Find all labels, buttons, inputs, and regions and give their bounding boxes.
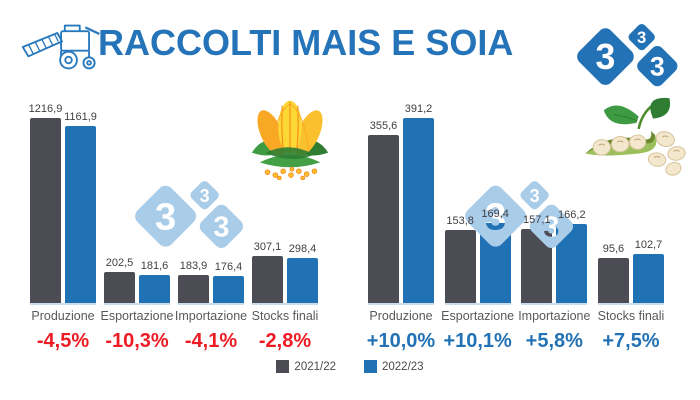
bar-2021-22: 95,6	[597, 243, 629, 303]
bar-2022-23: 1161,9	[64, 111, 97, 303]
category-label: Produzione	[31, 309, 95, 323]
pct-change-label: -4,1%	[184, 330, 238, 352]
bar-2021-22: 355,6	[368, 120, 399, 303]
pct-change-label: -10,3%	[105, 330, 169, 352]
bar-group-mais-0: 1216,9 1161,9 Produzione -4,5%	[28, 103, 98, 353]
chart-soia: 355,6 391,2 Produzione +10,0% 153,8 169,4 Espo…	[366, 103, 666, 353]
bar-2022-23: 391,2	[403, 103, 434, 303]
corn-illustration	[251, 100, 329, 180]
category-label: Esportazione	[441, 309, 515, 323]
category-label: Importazione	[518, 309, 591, 323]
watermark-333-left: 3 3 3	[132, 168, 252, 262]
page-title: RACCOLTI MAIS E SOIA	[98, 22, 514, 63]
logo-digit: 3	[596, 37, 616, 77]
bar-2022-23: 181,6	[139, 260, 170, 303]
bar-value-label: 298,4	[288, 243, 317, 255]
bar-value-label: 157,1	[523, 214, 551, 226]
bar-value-label: 355,6	[369, 120, 398, 132]
logo-digit: 3	[650, 52, 665, 82]
bar-2021-22: 202,5	[104, 257, 135, 303]
bar-pair: 202,5 181,6	[104, 257, 170, 305]
bar-value-label: 391,2	[404, 103, 433, 115]
bar-pair: 95,6 102,7	[597, 239, 664, 305]
bar-pair: 307,1 298,4	[252, 241, 318, 305]
bar-2022-23: 176,4	[213, 261, 244, 303]
logo-digit: 3	[637, 28, 646, 47]
pct-change-label: -4,5%	[36, 330, 90, 352]
bar-value-label: 176,4	[214, 261, 243, 273]
bar-value-label: 102,7	[634, 239, 663, 251]
category-label: Importazione	[174, 309, 248, 323]
bar-value-label: 181,6	[140, 260, 169, 272]
bar-group-mais-3: 307,1 298,4 Stocks finali -2,8%	[250, 241, 320, 353]
pct-change-label: +10,0%	[366, 330, 436, 352]
bar-value-label: 153,8	[446, 215, 474, 227]
chart-legend: 2021/22 2022/23	[0, 360, 700, 373]
bar-pair: 183,9 176,4	[178, 260, 244, 305]
bar-group-mais-2: 183,9 176,4 Importazione -4,1%	[174, 260, 248, 353]
legend-swatch	[276, 360, 290, 373]
pct-change-label: +7,5%	[602, 330, 660, 352]
bar-value-label: 166,2	[558, 209, 586, 221]
bar-value-label: 307,1	[253, 241, 282, 253]
pct-change-label: +5,8%	[525, 330, 583, 352]
bar-pair: 355,6 391,2	[368, 103, 434, 305]
bar-2021-22: 183,9	[178, 260, 209, 303]
bar-2021-22: 1216,9	[29, 103, 62, 303]
legend-label: 2022/23	[382, 360, 424, 373]
bar-2022-23: 298,4	[287, 243, 318, 303]
legend-item-0: 2021/22	[276, 360, 336, 373]
bar-2022-23: 102,7	[632, 239, 664, 303]
bar-groups-soia: 355,6 391,2 Produzione +10,0% 153,8 169,4 Espo…	[366, 103, 666, 353]
bar-value-label: 1216,9	[28, 103, 63, 115]
legend-swatch	[364, 360, 377, 373]
bar-value-label: 183,9	[179, 260, 208, 272]
bar-value-label: 202,5	[105, 257, 134, 269]
category-label: Produzione	[369, 309, 433, 323]
category-label: Stocks finali	[251, 309, 319, 323]
bar-2021-22: 307,1	[252, 241, 283, 303]
category-label: Esportazione	[100, 309, 174, 323]
bar-value-label: 95,6	[602, 243, 625, 255]
brand-333-logo: 3 3 3	[577, 23, 678, 87]
pct-change-label: -2,8%	[258, 330, 312, 352]
bar-groups-mais: 1216,9 1161,9 Produzione -4,5% 202,5 181,6 Esp…	[28, 103, 320, 353]
bar-value-label: 1161,9	[64, 111, 97, 123]
bar-group-mais-1: 202,5 181,6 Esportazione -10,3%	[100, 257, 174, 353]
bar-group-soia-3: 95,6 102,7 Stocks finali +7,5%	[596, 239, 666, 353]
legend-item-1: 2022/23	[364, 360, 424, 373]
watermark-333-right: 3 3 3	[462, 168, 582, 262]
chart-mais: 1216,9 1161,9 Produzione -4,5% 202,5 181,6 Esp…	[28, 103, 320, 353]
pct-change-label: +10,1%	[443, 330, 512, 352]
soybean-illustration	[585, 97, 686, 176]
harvester-icon	[21, 24, 100, 70]
bar-group-soia-0: 355,6 391,2 Produzione +10,0%	[366, 103, 436, 353]
bar-value-label: 169,4	[481, 208, 509, 220]
category-label: Stocks finali	[597, 309, 665, 323]
bar-pair: 1216,9 1161,9	[29, 103, 97, 305]
legend-label: 2021/22	[294, 360, 336, 373]
